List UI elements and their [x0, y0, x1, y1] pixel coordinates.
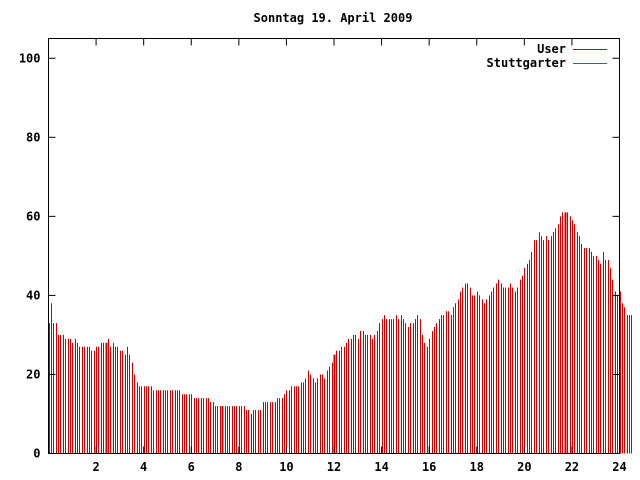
x-tick-label: 16: [422, 460, 436, 474]
y-tick-label: 100: [19, 51, 41, 65]
y-tick-label: 40: [26, 288, 40, 302]
x-tick-label: 14: [374, 460, 388, 474]
user-series-bars: [49, 212, 632, 454]
x-tick-label: 20: [517, 460, 531, 474]
x-tick-label: 12: [327, 460, 341, 474]
x-tick-label: 18: [470, 460, 484, 474]
y-tick-label: 60: [26, 209, 40, 223]
x-tick-label: 6: [188, 460, 195, 474]
x-tick-label: 4: [140, 460, 147, 474]
y-tick-label: 0: [33, 447, 40, 461]
y-tick-label: 80: [26, 130, 40, 144]
legend-label: User: [537, 42, 566, 56]
x-tick-label: 24: [612, 460, 626, 474]
y-tick-label: 20: [26, 367, 40, 381]
x-tick-label: 8: [235, 460, 242, 474]
legend-label: Stuttgarter: [487, 56, 566, 70]
x-tick-label: 2: [92, 460, 99, 474]
x-tick-label: 22: [565, 460, 579, 474]
x-tick-label: 10: [279, 460, 293, 474]
chart-title: Sonntag 19. April 2009: [254, 11, 413, 25]
